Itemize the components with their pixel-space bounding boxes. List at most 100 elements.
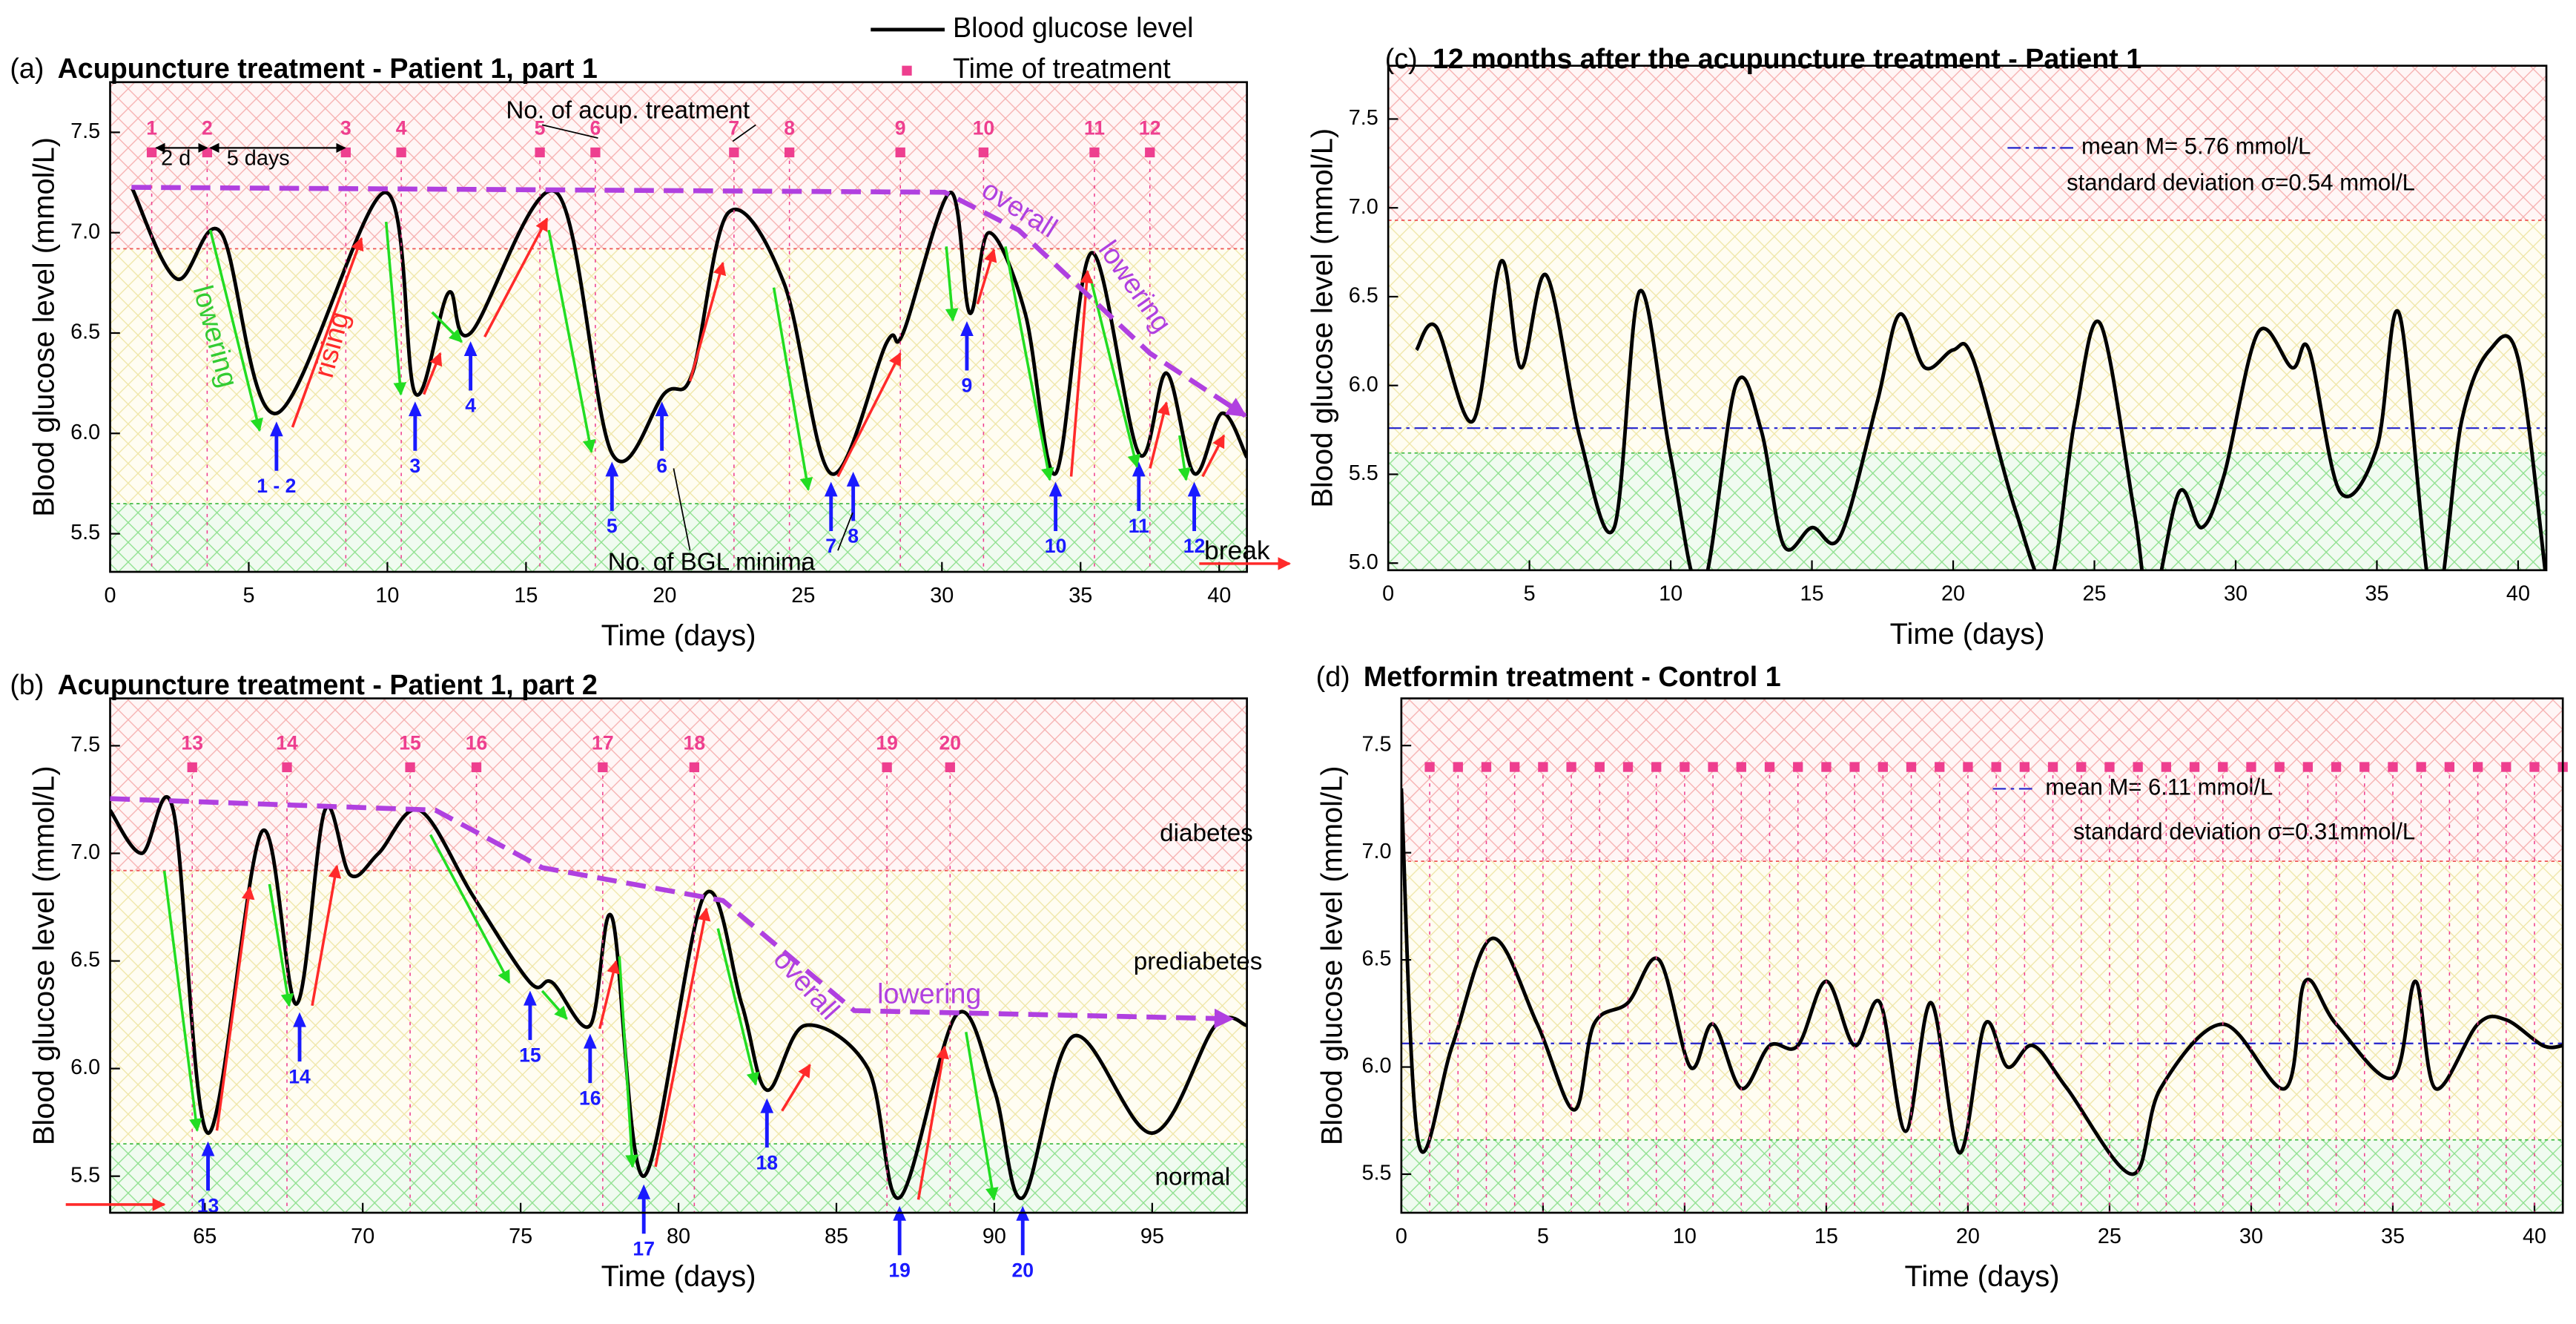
treatment-marker <box>1736 762 1746 772</box>
treatment-label: 7 <box>728 116 739 139</box>
trend-arrow <box>976 248 997 305</box>
x-tick-label: 95 <box>1140 1225 1164 1248</box>
treatment-marker <box>1424 762 1435 772</box>
y-tick-label: 6.0 <box>1349 372 1378 396</box>
treatment-label: 5 <box>535 116 546 139</box>
zone-low <box>1388 452 2547 570</box>
trend-arrow <box>618 956 638 1168</box>
x-tick-label: 35 <box>1069 584 1092 607</box>
x-tick-label: 40 <box>1207 584 1231 607</box>
y-tick-label: 5.5 <box>1362 1162 1392 1185</box>
treatment-marker <box>2047 762 2058 772</box>
treatment-label: 8 <box>784 116 795 139</box>
annotation: No. of acup. treatment <box>506 96 750 124</box>
y-tick-label: 6.5 <box>1349 284 1378 308</box>
x-tick-label: 10 <box>375 584 399 607</box>
treatment-marker <box>895 147 905 158</box>
minimum-label: 16 <box>579 1087 601 1109</box>
trend-arrow <box>268 883 294 1007</box>
treatment-marker <box>2331 762 2342 772</box>
trend-arrow <box>483 217 549 337</box>
y-tick-label: 7.5 <box>70 119 100 143</box>
treatment-marker <box>2472 762 2483 772</box>
treatment-marker <box>590 147 601 158</box>
chart-title: 12 months after the acupuncture treatmen… <box>1433 43 2141 74</box>
legend-marker <box>902 65 912 76</box>
minimum-arrowhead <box>524 990 537 1006</box>
y-tick-label: 7.0 <box>1362 840 1392 863</box>
treatment-marker <box>1594 762 1605 772</box>
x-tick-label: 15 <box>1800 582 1824 606</box>
minimum-label: 12 <box>1183 535 1206 557</box>
zone-low <box>110 1144 1247 1213</box>
decorations <box>65 124 1291 1211</box>
minimum-arrowhead <box>605 461 619 477</box>
y-tick-label: 6.0 <box>70 1055 100 1079</box>
x-tick-label: 30 <box>2224 582 2248 606</box>
treatment-marker <box>2246 762 2256 772</box>
y-tick-label: 6.5 <box>70 320 100 344</box>
treatment-marker <box>1906 762 1917 772</box>
x-tick-label: 35 <box>2381 1225 2405 1248</box>
treatment-marker <box>1877 762 1888 772</box>
minimum-arrowhead <box>583 1033 597 1049</box>
minimum-label: 14 <box>288 1065 311 1087</box>
minimum-label: 6 <box>656 455 667 477</box>
trend-arrow <box>541 989 568 1020</box>
minimum-arrowhead <box>655 401 669 417</box>
treatment-marker <box>2019 762 2030 772</box>
trend-arrow <box>1149 401 1170 469</box>
treatment-marker <box>945 762 955 773</box>
treatment-marker <box>1089 147 1100 158</box>
annotation: diabetes <box>1160 820 1253 847</box>
minimum-label: 19 <box>888 1259 911 1281</box>
treatment-marker <box>2274 762 2285 772</box>
treatment-marker <box>2189 762 2200 772</box>
legend-label: Blood glucose level <box>953 12 1193 43</box>
minimum-arrowhead <box>1132 461 1146 477</box>
treatment-marker <box>729 147 739 158</box>
x-tick-label: 20 <box>1956 1225 1980 1248</box>
treatment-marker <box>535 147 545 158</box>
legend-label: Time of treatment <box>953 53 1171 84</box>
pointer <box>541 124 756 142</box>
treatment-marker <box>2133 762 2143 772</box>
plot-frame <box>1387 65 2548 572</box>
trend-arrow <box>1004 246 1054 481</box>
x-tick-label: 25 <box>791 584 815 607</box>
treatment-marker <box>882 762 892 773</box>
annotation: standard deviation σ=0.54 mmol/L <box>2067 169 2415 195</box>
trend-arrow <box>945 246 959 322</box>
x-tick-label: 5 <box>242 584 254 607</box>
treatment-label: 3 <box>340 116 351 139</box>
mean-label: mean M= 6.11 mmol/L <box>2045 774 2273 800</box>
treatment-marker <box>784 147 795 158</box>
treatment-marker <box>1935 762 1945 772</box>
treatment-marker <box>1680 762 1690 772</box>
y-axis-label: Blood glucose level (mmol/L) <box>1316 765 1349 1145</box>
treatment-label: 19 <box>876 731 898 754</box>
treatment-label: 2 <box>202 116 213 139</box>
panel-label: (a) <box>10 53 44 84</box>
minimum-label: 11 <box>1129 515 1149 537</box>
treatment-marker <box>202 147 213 158</box>
annotation: 2 d <box>161 147 191 171</box>
x-tick-label: 20 <box>653 584 676 607</box>
treatment-marker <box>1651 762 1662 772</box>
trend-arrow <box>781 1064 811 1112</box>
treatment-marker <box>1622 762 1634 772</box>
x-tick-label: 10 <box>1659 582 1682 606</box>
treatment-label: 13 <box>181 731 203 754</box>
minimum-label: 5 <box>607 515 618 537</box>
zone-mid <box>1401 861 2563 1140</box>
minimum-arrowhead <box>960 321 974 336</box>
annotation: break <box>1204 536 1270 565</box>
treatment-marker <box>1849 762 1860 772</box>
trend-arrow <box>965 1032 999 1202</box>
treatment-marker <box>471 762 482 773</box>
trend-arrow <box>1178 435 1192 481</box>
treatment-marker <box>2529 762 2540 772</box>
x-tick-label: 0 <box>1396 1225 1407 1248</box>
zone-high <box>110 82 1247 249</box>
x-tick-label: 5 <box>1524 582 1536 606</box>
